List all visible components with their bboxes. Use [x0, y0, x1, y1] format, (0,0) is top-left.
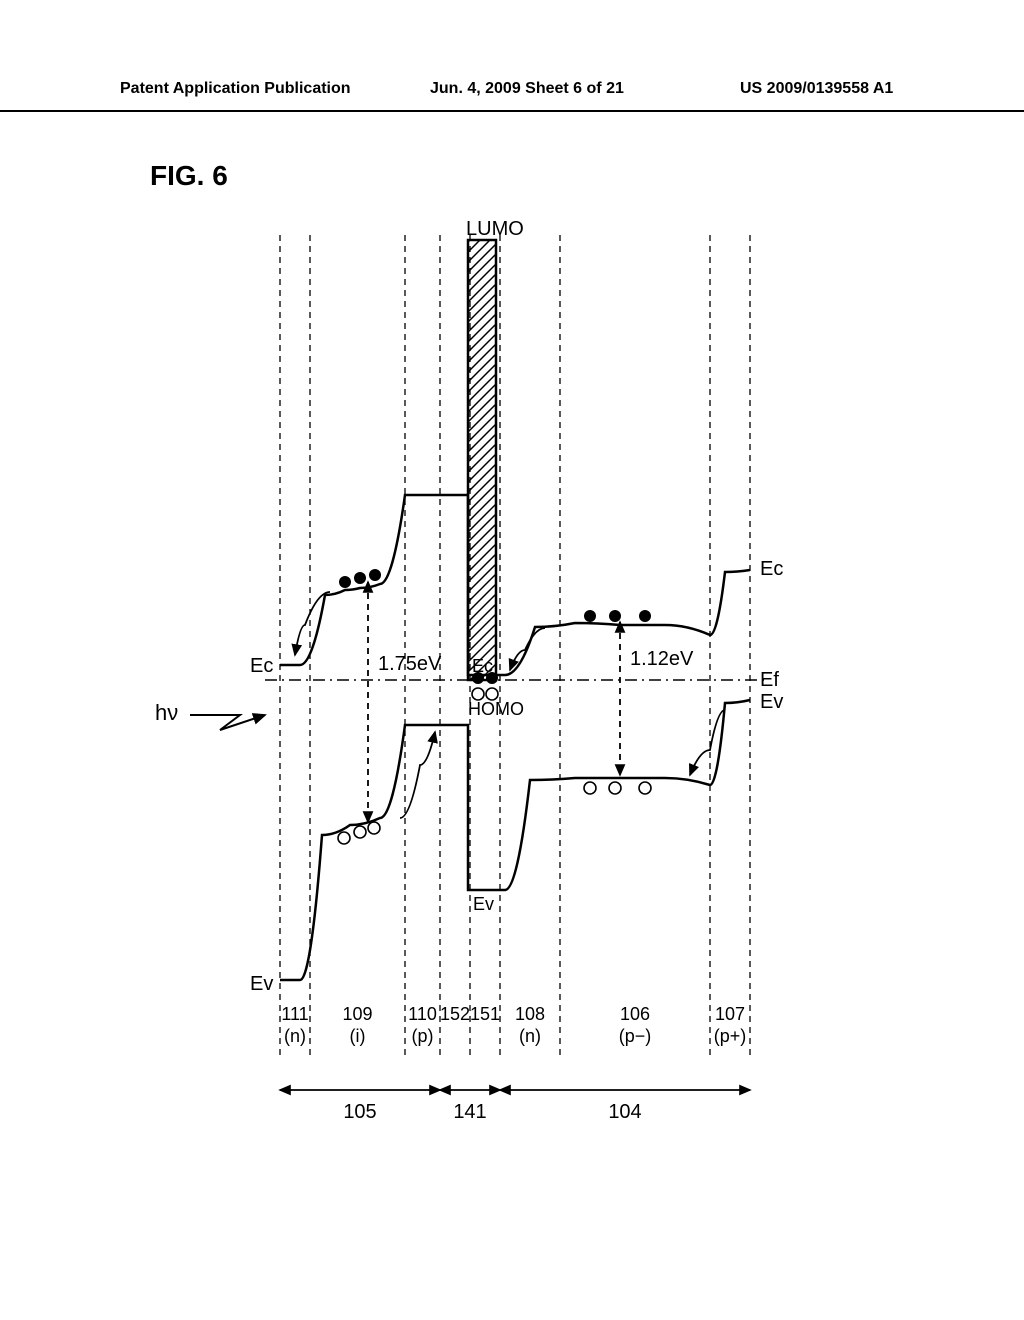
svg-text:Ef: Ef	[760, 669, 779, 691]
svg-text:110: 110	[408, 1004, 437, 1024]
svg-text:HOMO: HOMO	[468, 699, 524, 719]
svg-text:(p−): (p−)	[619, 1026, 652, 1046]
figure-label: FIG. 6	[150, 160, 228, 192]
svg-text:hν: hν	[155, 700, 178, 725]
svg-text:1.12eV: 1.12eV	[630, 648, 694, 670]
svg-text:141: 141	[453, 1101, 486, 1123]
svg-text:109: 109	[342, 1004, 372, 1024]
page: Patent Application Publication Jun. 4, 2…	[0, 0, 1024, 1320]
svg-text:(i): (i)	[350, 1026, 366, 1046]
svg-text:(p): (p)	[412, 1026, 434, 1046]
svg-text:152: 152	[440, 1004, 470, 1024]
svg-text:(n): (n)	[284, 1026, 306, 1046]
band-diagram: 1.75eV1.12eVLUMOHOMOEcEcEcEvEvEvEfhν111(…	[100, 220, 860, 1140]
svg-text:107: 107	[715, 1004, 745, 1024]
svg-text:1.75eV: 1.75eV	[378, 653, 442, 675]
diagram-svg: 1.75eV1.12eVLUMOHOMOEcEcEcEvEvEvEfhν111(…	[100, 220, 860, 1140]
svg-text:106: 106	[620, 1004, 650, 1024]
header-left: Patent Application Publication	[120, 80, 351, 98]
page-header: Patent Application Publication Jun. 4, 2…	[0, 80, 1024, 112]
svg-text:Ev: Ev	[250, 973, 273, 995]
svg-text:Ec: Ec	[250, 655, 273, 677]
svg-text:104: 104	[608, 1101, 641, 1123]
svg-text:LUMO: LUMO	[466, 220, 524, 240]
svg-text:Ec: Ec	[760, 558, 783, 580]
header-center: Jun. 4, 2009 Sheet 6 of 21	[430, 80, 624, 98]
svg-text:151: 151	[470, 1004, 500, 1024]
svg-text:Ev: Ev	[760, 691, 783, 713]
svg-text:108: 108	[515, 1004, 545, 1024]
svg-text:(n): (n)	[519, 1026, 541, 1046]
header-right: US 2009/0139558 A1	[740, 80, 893, 98]
svg-text:(p+): (p+)	[714, 1026, 747, 1046]
svg-text:Ev: Ev	[473, 894, 494, 914]
svg-text:105: 105	[343, 1101, 376, 1123]
svg-text:Ec: Ec	[472, 656, 493, 676]
svg-text:111: 111	[281, 1004, 308, 1024]
